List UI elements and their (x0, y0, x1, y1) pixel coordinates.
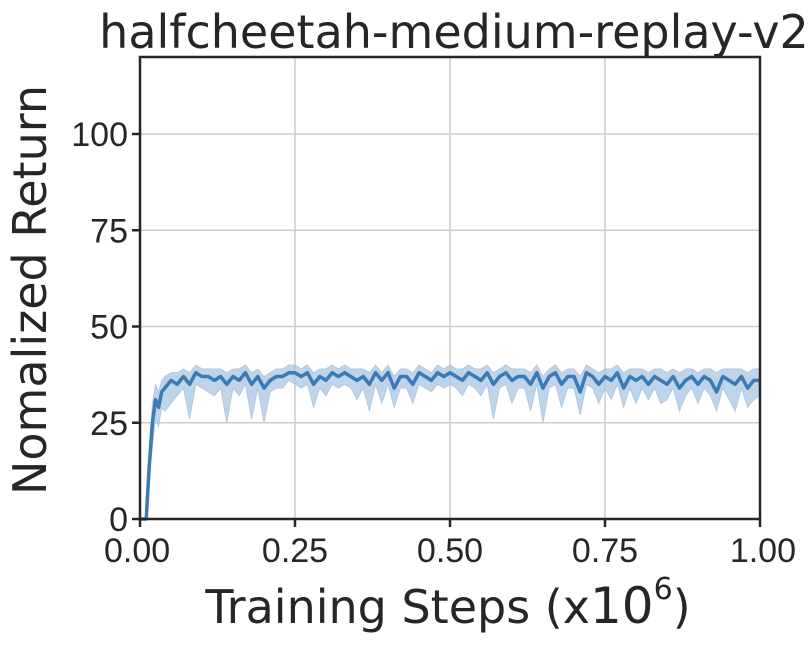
y-tick-label: 75 (90, 212, 128, 250)
x-tick-label: 1.00 (730, 532, 796, 570)
grid (140, 57, 760, 519)
mean-line-layer (140, 370, 760, 521)
x-tick-label: 0.50 (417, 532, 483, 570)
x-axis-label-text: Training Steps (x (204, 580, 590, 634)
y-axis-ticks: 0 25 50 75 100 (71, 116, 140, 539)
x-tick-label: 0.75 (572, 532, 638, 570)
y-tick-label: 50 (90, 309, 128, 347)
y-tick-label: 25 (90, 405, 128, 443)
x-tick-label: 0.00 (104, 532, 170, 570)
x-axis-ticks: 0.00 0.25 0.50 0.75 1.00 (104, 519, 796, 570)
y-tick-label: 0 (109, 501, 128, 539)
chart-title: halfcheetah-medium-replay-v2 (99, 5, 809, 59)
x-tick-label: 0.25 (262, 532, 328, 570)
x-axis-label: Training Steps (x106) (204, 572, 690, 635)
mean-line (140, 370, 760, 521)
x-axis-label-exponent: 6 (654, 572, 673, 607)
y-tick-label: 100 (71, 116, 128, 154)
x-axis-label-base: 10 (590, 577, 654, 635)
y-axis-label: Nomalized Return (3, 85, 57, 495)
x-axis-label-suffix: ) (673, 580, 691, 634)
